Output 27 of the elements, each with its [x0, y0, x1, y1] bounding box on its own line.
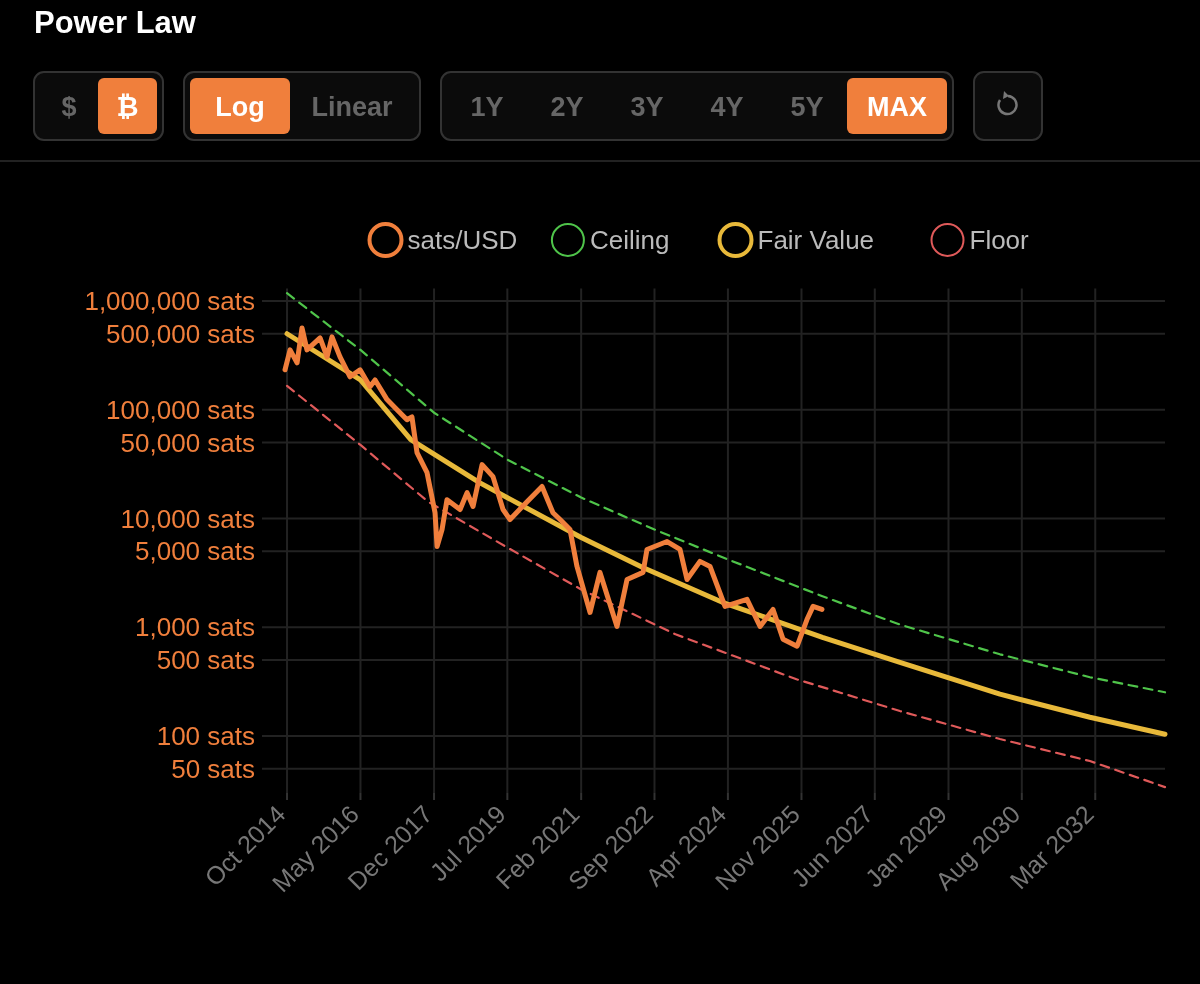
text: 1Y	[470, 92, 504, 122]
y-tick-label: 500,000 sats	[106, 318, 255, 349]
text: 2Y	[550, 92, 584, 122]
y-tick-label: 1,000,000 sats	[84, 285, 255, 316]
legend-label: Ceiling	[589, 225, 670, 255]
chart-title: Power Law	[34, 5, 197, 40]
text: $	[61, 92, 77, 122]
y-tick-label: 50,000 sats	[120, 427, 255, 458]
y-tick-label: 10,000 sats	[120, 503, 255, 534]
text: 5Y	[790, 92, 824, 122]
y-tick-label: 1,000 sats	[135, 612, 255, 643]
text: ₿	[116, 92, 139, 122]
text: MAX	[867, 92, 927, 122]
legend-label: Floor	[969, 225, 1030, 255]
text: Linear	[311, 92, 393, 122]
y-tick-label: 100,000 sats	[106, 394, 255, 425]
legend-label: sats/USD	[407, 225, 518, 255]
y-tick-label: 100 sats	[156, 721, 255, 752]
line-series	[285, 384, 1167, 789]
text: Log	[215, 92, 265, 122]
y-tick-label: 500 sats	[156, 645, 255, 676]
legend-label: Fair Value	[757, 225, 875, 255]
y-tick-label: 5,000 sats	[135, 536, 255, 567]
y-tick-label: 50 sats	[171, 753, 255, 784]
text: 4Y	[710, 92, 744, 122]
text: 3Y	[630, 92, 664, 122]
line-series	[285, 292, 1167, 694]
